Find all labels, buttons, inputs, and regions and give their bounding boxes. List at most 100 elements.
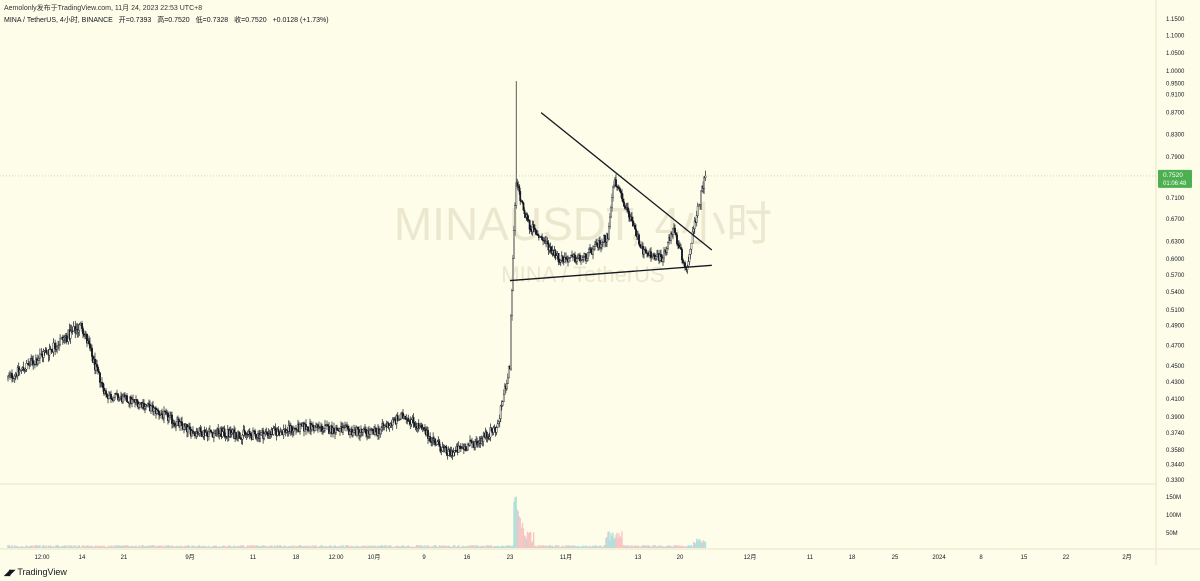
volume-bar	[63, 546, 65, 548]
volume-bar	[438, 545, 440, 548]
volume-bar	[609, 540, 611, 548]
volume-bar	[661, 546, 663, 548]
volume-bar	[265, 545, 267, 548]
volume-bar	[179, 546, 181, 548]
volume-bar	[669, 545, 671, 548]
volume-bar	[404, 546, 406, 548]
volume-bar	[638, 546, 640, 548]
candle-body	[396, 415, 399, 421]
volume-bar	[92, 546, 94, 548]
volume-bar	[339, 546, 341, 548]
candle-body	[263, 433, 266, 439]
volume-bar	[442, 545, 445, 548]
volume-bar	[311, 546, 313, 548]
legend-high: 高=0.7520	[157, 17, 190, 24]
x-tick-label: 14	[79, 555, 86, 561]
candle-body	[375, 428, 377, 433]
volume-bar	[106, 546, 108, 548]
volume-bar	[167, 545, 169, 548]
volume-bar	[574, 545, 576, 548]
volume-bar	[505, 545, 507, 548]
y-tick-label: 0.5100	[1166, 308, 1185, 314]
volume-bar	[502, 546, 504, 548]
volume-bar	[426, 545, 428, 548]
candle-body	[239, 437, 242, 439]
trendlines[interactable]	[509, 112, 713, 282]
volume-bar	[503, 545, 505, 548]
volume-bar	[530, 542, 533, 548]
volume-bar	[29, 545, 31, 548]
y-tick-label: 0.4300	[1166, 380, 1185, 386]
volume-bar	[326, 546, 328, 548]
candle-body	[464, 446, 467, 451]
volume-bar	[632, 546, 634, 548]
candle-body	[102, 382, 104, 389]
volume-bar	[388, 545, 391, 548]
volume-bar	[93, 546, 95, 548]
volume-bar	[524, 536, 527, 548]
volume-bar	[317, 546, 319, 548]
volume-bar	[649, 545, 651, 548]
volume-bar	[487, 545, 490, 548]
volume-bar	[522, 528, 525, 548]
volume-bar	[358, 546, 360, 548]
volume-bar	[650, 546, 652, 548]
volume-bar	[420, 545, 422, 548]
volume-bar	[619, 535, 621, 548]
candle-body	[610, 207, 612, 218]
volume-bar	[417, 545, 419, 548]
volume-bar	[190, 546, 192, 548]
volume-bar	[146, 546, 148, 548]
candle-body	[418, 426, 421, 428]
volume-bar	[511, 546, 513, 548]
y-tick-label: 0.5700	[1166, 273, 1185, 279]
volume-bar	[418, 545, 420, 548]
tradingview-logo[interactable]: ◢◤ TradingView	[4, 567, 67, 577]
candle-body	[660, 254, 662, 258]
volume-bar	[16, 545, 18, 548]
volume-bar	[285, 546, 287, 548]
volume-bar	[125, 545, 127, 548]
volume-bar	[99, 546, 101, 548]
volume-bar	[443, 545, 446, 548]
volume-bar	[660, 545, 662, 548]
volume-bar	[38, 546, 40, 548]
volume-bar	[415, 545, 418, 548]
volume-bar	[228, 545, 230, 548]
candle-body	[448, 449, 451, 452]
candle-body	[45, 349, 48, 354]
volume-bar	[309, 546, 311, 548]
candle-body	[693, 220, 696, 230]
y-tick-label: 0.6000	[1166, 257, 1185, 263]
volume-bar	[104, 546, 106, 548]
y-tick-label: 0.7900	[1166, 155, 1185, 161]
volume-bar	[444, 546, 447, 548]
candle-body	[77, 329, 80, 333]
volume-bar	[102, 546, 104, 548]
volume-bar	[697, 540, 699, 548]
volume-bar	[175, 546, 177, 548]
volume-bar	[260, 546, 262, 548]
x-tick-label: 8	[979, 555, 983, 561]
volume-bar	[681, 545, 683, 548]
volume-bar	[344, 546, 346, 548]
volume-bar	[173, 546, 175, 548]
volume-bar	[105, 546, 107, 548]
volume-bar	[480, 546, 482, 548]
volume-bar	[656, 546, 658, 548]
candle-body	[587, 252, 589, 259]
volume-bar	[209, 546, 211, 548]
volume-bar	[31, 545, 33, 548]
volume-bar	[513, 501, 515, 548]
volume-bar	[70, 545, 73, 548]
volume-bar	[402, 545, 404, 548]
volume-bar	[635, 545, 637, 548]
candle-body	[466, 449, 468, 452]
volume-bar	[44, 545, 47, 548]
volume-bar	[673, 545, 675, 548]
volume-bar	[86, 545, 88, 548]
volume-bar	[88, 546, 90, 548]
volume-bar	[585, 546, 587, 548]
candle-body	[458, 445, 461, 448]
